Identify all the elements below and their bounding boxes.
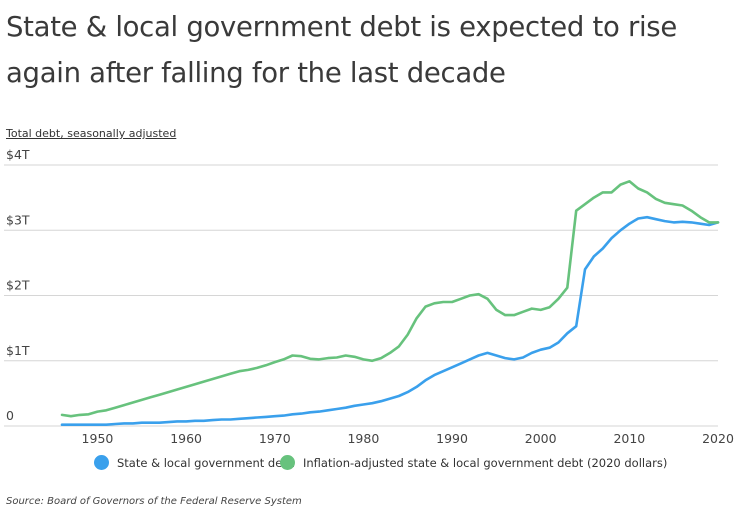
legend-marker-nominal <box>94 455 109 470</box>
x-tick-label: 1990 <box>436 431 468 446</box>
series-line-adjusted <box>60 180 720 418</box>
x-tick-label: 1970 <box>259 431 291 446</box>
chart-title: State & local government debt is expecte… <box>6 11 677 89</box>
x-axis-ticks: 1950 1960 1970 1980 1990 2000 2010 2020 <box>82 431 734 446</box>
legend-label-nominal: State & local government debt <box>117 455 295 470</box>
source-note: Source: Board of Governors of the Federa… <box>6 496 302 507</box>
legend-item-nominal: State & local government debt <box>94 455 294 470</box>
x-tick-label: 1960 <box>170 431 202 446</box>
y-tick-label: $2T <box>6 278 30 293</box>
series-layer <box>60 180 720 427</box>
series-line-nominal <box>60 215 720 427</box>
grid-layer <box>4 164 718 427</box>
y-tick-label: 0 <box>6 408 14 423</box>
legend-item-adjusted: Inflation-adjusted state & local governm… <box>280 455 667 470</box>
x-tick-label: 1980 <box>347 431 379 446</box>
y-axis-ticks: 0 $1T $2T $3T $4T <box>6 147 30 423</box>
x-tick-label: 2010 <box>613 431 645 446</box>
y-tick-label: $1T <box>6 343 30 358</box>
legend: State & local government debt Inflation-… <box>0 455 735 477</box>
y-tick-label: $4T <box>6 147 30 162</box>
x-tick-label: 1950 <box>82 431 114 446</box>
legend-label-adjusted: Inflation-adjusted state & local governm… <box>303 455 668 470</box>
x-tick-label: 2020 <box>702 431 734 446</box>
y-tick-label: $3T <box>6 212 30 227</box>
x-tick-label: 2000 <box>525 431 557 446</box>
legend-marker-adjusted <box>280 455 295 470</box>
chart-subtitle: Total debt, seasonally adjusted <box>6 127 177 140</box>
